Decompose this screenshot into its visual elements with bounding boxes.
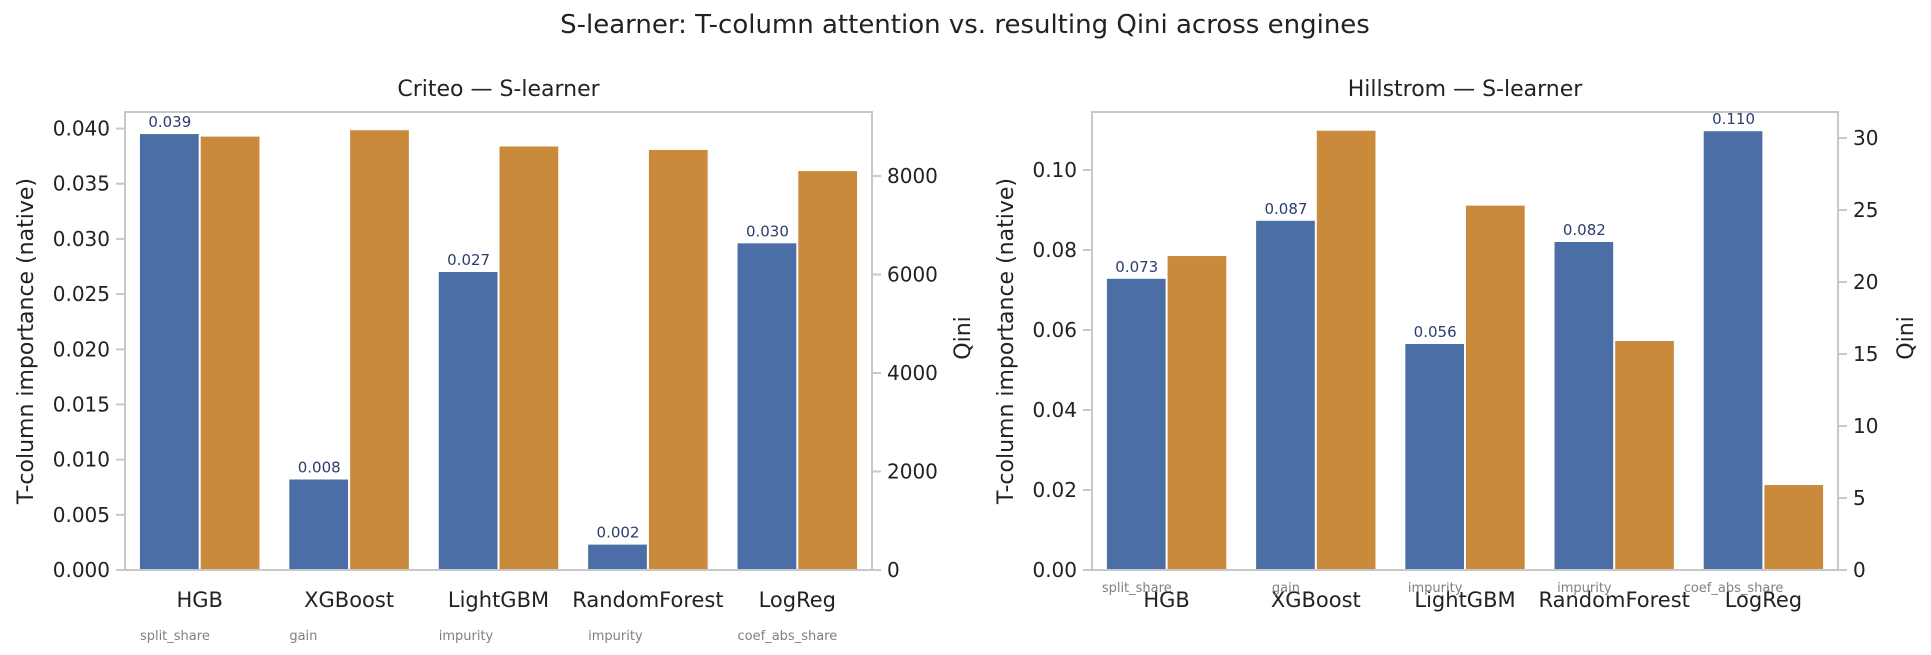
y2-axis-label: Qini bbox=[1894, 316, 1919, 359]
qini-bar-lightgbm bbox=[499, 146, 559, 570]
qini-bar-lightgbm bbox=[1466, 205, 1525, 571]
importance-value-label: 0.087 bbox=[1264, 200, 1307, 218]
importance-bar-logreg bbox=[737, 243, 797, 570]
qini-bar-logreg bbox=[798, 171, 858, 570]
importance-value-label: 0.073 bbox=[1115, 258, 1158, 276]
importance-value-label: 0.027 bbox=[447, 251, 490, 269]
qini-bar-hgb bbox=[200, 136, 260, 570]
importance-kind-label: gain bbox=[1272, 581, 1300, 596]
category-label: RandomForest bbox=[572, 588, 723, 612]
y2-tick-label: 20 bbox=[1853, 270, 1878, 294]
category-label: LightGBM bbox=[1414, 588, 1515, 612]
category-label: XGBoost bbox=[1271, 588, 1361, 612]
y-tick-label: 0.035 bbox=[53, 172, 110, 196]
category-label: HGB bbox=[176, 588, 222, 612]
importance-value-label: 0.056 bbox=[1414, 323, 1457, 341]
importance-value-label: 0.008 bbox=[298, 459, 341, 477]
y-tick-label: 0.08 bbox=[1032, 238, 1077, 262]
importance-kind-label: impurity bbox=[1408, 581, 1463, 596]
y-tick-label: 0.04 bbox=[1032, 398, 1077, 422]
qini-bar-randomforest bbox=[648, 149, 708, 571]
y-tick-label: 0.030 bbox=[53, 227, 110, 251]
importance-kind-label: impurity bbox=[588, 629, 643, 644]
importance-value-label: 0.030 bbox=[746, 222, 789, 240]
qini-bar-logreg bbox=[1764, 485, 1824, 570]
importance-kind-label: gain bbox=[289, 629, 317, 644]
importance-bar-hgb bbox=[1106, 278, 1166, 570]
chart-panel-criteo: Criteo — S-learner 0.039 HGB split_share 0.0… bbox=[14, 77, 976, 644]
y-axis-label: T-column importance (native) bbox=[994, 178, 1019, 505]
y2-tick-label: 2000 bbox=[887, 460, 938, 484]
y2-tick-label: 6000 bbox=[887, 263, 938, 287]
chart-panel-hillstrom: Hillstrom — S-learner 0.073 HGBsplit_share… bbox=[994, 77, 1919, 612]
importance-bar-randomforest bbox=[588, 544, 647, 570]
y2-tick-label: 5 bbox=[1853, 486, 1866, 510]
plot-frame bbox=[1091, 111, 1839, 571]
y2-tick-label: 0 bbox=[887, 558, 900, 582]
y-tick-label: 0.025 bbox=[53, 282, 110, 306]
category-label: RandomForest bbox=[1539, 588, 1690, 612]
y2-tick-label: 8000 bbox=[887, 164, 938, 188]
y2-tick-label: 10 bbox=[1853, 414, 1878, 438]
category-label: LogReg bbox=[1725, 588, 1802, 612]
importance-kind-label: coef_abs_share bbox=[738, 629, 838, 644]
panel-title: Criteo — S-learner bbox=[397, 77, 600, 102]
y-tick-label: 0.06 bbox=[1032, 318, 1077, 342]
importance-kind-label: impurity bbox=[1557, 581, 1612, 596]
qini-bar-randomforest bbox=[1615, 341, 1674, 570]
qini-bar-hgb bbox=[1167, 256, 1227, 570]
y2-axis-label: Qini bbox=[951, 316, 976, 359]
y-tick-label: 0.000 bbox=[53, 558, 110, 582]
y2-tick-label: 4000 bbox=[887, 361, 938, 385]
plot-frame bbox=[124, 111, 873, 571]
y2-tick-label: 30 bbox=[1853, 126, 1878, 150]
importance-value-label: 0.002 bbox=[597, 524, 640, 542]
importance-bar-randomforest bbox=[1554, 242, 1614, 570]
importance-value-label: 0.039 bbox=[148, 113, 191, 131]
importance-bar-xgboost bbox=[289, 479, 349, 570]
importance-value-label: 0.082 bbox=[1563, 221, 1606, 239]
importance-bar-lightgbm bbox=[438, 272, 498, 570]
figure-suptitle: S-learner: T-column attention vs. result… bbox=[560, 10, 1370, 40]
y-tick-label: 0.00 bbox=[1032, 558, 1077, 582]
importance-bar-logreg bbox=[1703, 131, 1763, 570]
y-tick-label: 0.015 bbox=[53, 392, 110, 416]
qini-bar-xgboost bbox=[350, 130, 409, 571]
importance-value-label: 0.110 bbox=[1712, 110, 1755, 128]
importance-kind-label: impurity bbox=[439, 629, 494, 644]
importance-kind-label: split_share bbox=[1102, 581, 1172, 596]
y-tick-label: 0.10 bbox=[1032, 158, 1077, 182]
y-tick-label: 0.040 bbox=[53, 117, 110, 141]
qini-bar-xgboost bbox=[1316, 130, 1376, 570]
y2-tick-label: 25 bbox=[1853, 198, 1878, 222]
y2-tick-label: 15 bbox=[1853, 342, 1878, 366]
importance-kind-label: split_share bbox=[140, 629, 210, 644]
panel-title: Hillstrom — S-learner bbox=[1348, 77, 1584, 102]
category-label: HGB bbox=[1143, 588, 1189, 612]
y-tick-label: 0.02 bbox=[1032, 478, 1077, 502]
importance-bar-lightgbm bbox=[1405, 344, 1464, 570]
importance-bar-xgboost bbox=[1256, 220, 1315, 571]
category-label: LogReg bbox=[759, 588, 836, 612]
category-label: LightGBM bbox=[448, 588, 549, 612]
importance-bar-hgb bbox=[139, 134, 199, 570]
y2-tick-label: 0 bbox=[1853, 558, 1866, 582]
y-tick-label: 0.020 bbox=[53, 337, 110, 361]
y-tick-label: 0.010 bbox=[53, 448, 110, 472]
y-axis-label: T-column importance (native) bbox=[14, 178, 39, 505]
importance-kind-label: coef_abs_share bbox=[1684, 581, 1784, 596]
y-tick-label: 0.005 bbox=[53, 503, 110, 527]
category-label: XGBoost bbox=[304, 588, 394, 612]
